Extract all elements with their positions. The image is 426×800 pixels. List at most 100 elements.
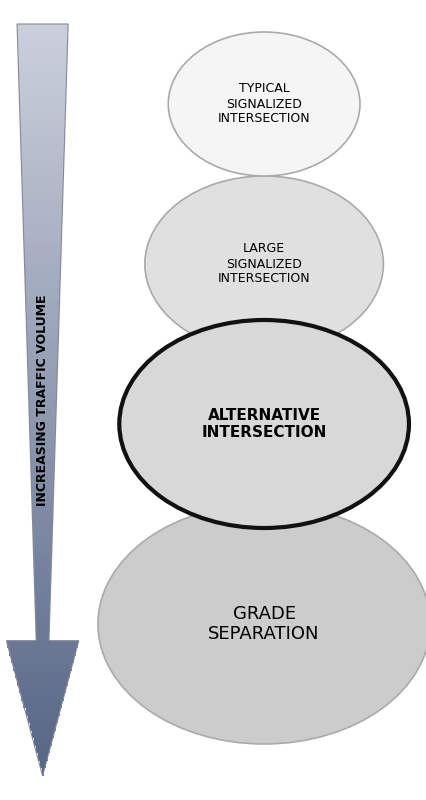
Polygon shape <box>21 159 64 167</box>
Polygon shape <box>20 686 66 694</box>
Polygon shape <box>23 701 62 708</box>
Polygon shape <box>36 633 49 641</box>
Polygon shape <box>35 603 50 610</box>
Polygon shape <box>35 610 50 618</box>
Polygon shape <box>32 490 54 498</box>
Polygon shape <box>20 106 66 114</box>
Polygon shape <box>22 174 63 182</box>
Polygon shape <box>24 250 61 257</box>
Polygon shape <box>20 130 65 137</box>
Polygon shape <box>18 54 67 62</box>
Polygon shape <box>33 528 52 535</box>
Polygon shape <box>33 543 52 550</box>
Polygon shape <box>25 287 60 294</box>
Polygon shape <box>34 558 52 566</box>
Polygon shape <box>32 482 54 490</box>
Polygon shape <box>19 84 66 92</box>
Polygon shape <box>28 370 57 378</box>
Polygon shape <box>28 716 58 723</box>
Polygon shape <box>12 656 74 663</box>
Polygon shape <box>25 272 60 280</box>
Polygon shape <box>17 31 68 39</box>
Polygon shape <box>34 550 52 558</box>
Polygon shape <box>32 520 53 528</box>
Polygon shape <box>29 385 57 393</box>
Polygon shape <box>20 114 65 122</box>
Text: LARGE
SIGNALIZED
INTERSECTION: LARGE SIGNALIZED INTERSECTION <box>218 242 311 286</box>
Polygon shape <box>19 77 66 84</box>
Polygon shape <box>36 618 49 626</box>
Polygon shape <box>36 626 49 633</box>
Polygon shape <box>35 588 51 595</box>
Polygon shape <box>26 310 59 318</box>
Ellipse shape <box>119 320 409 528</box>
Text: TYPICAL
SIGNALIZED
INTERSECTION: TYPICAL SIGNALIZED INTERSECTION <box>218 82 311 126</box>
Polygon shape <box>25 265 60 272</box>
Polygon shape <box>21 694 64 701</box>
Polygon shape <box>28 378 57 385</box>
Polygon shape <box>29 723 56 731</box>
Polygon shape <box>18 62 67 69</box>
Ellipse shape <box>98 504 426 744</box>
Polygon shape <box>26 318 59 325</box>
Polygon shape <box>23 205 63 212</box>
Polygon shape <box>29 407 56 415</box>
Polygon shape <box>9 648 76 656</box>
Polygon shape <box>30 430 55 438</box>
Polygon shape <box>35 746 50 754</box>
Polygon shape <box>31 453 55 460</box>
Polygon shape <box>24 242 61 250</box>
Polygon shape <box>20 99 66 106</box>
Polygon shape <box>32 731 54 738</box>
Polygon shape <box>35 595 50 603</box>
Polygon shape <box>27 340 58 347</box>
Polygon shape <box>28 362 58 370</box>
Polygon shape <box>32 513 53 520</box>
Polygon shape <box>34 738 52 746</box>
Polygon shape <box>18 46 67 54</box>
Polygon shape <box>29 393 57 400</box>
Polygon shape <box>19 69 66 77</box>
Polygon shape <box>20 122 65 130</box>
Polygon shape <box>26 325 59 332</box>
Polygon shape <box>40 761 46 769</box>
Polygon shape <box>32 498 53 506</box>
Ellipse shape <box>145 176 383 352</box>
Polygon shape <box>35 581 51 588</box>
Text: ALTERNATIVE
INTERSECTION: ALTERNATIVE INTERSECTION <box>201 408 327 440</box>
Polygon shape <box>7 641 78 648</box>
Ellipse shape <box>168 32 360 176</box>
Polygon shape <box>17 24 68 31</box>
Polygon shape <box>17 678 68 686</box>
Polygon shape <box>17 39 68 46</box>
Polygon shape <box>29 422 56 430</box>
Polygon shape <box>26 302 59 310</box>
Polygon shape <box>15 670 70 678</box>
Polygon shape <box>22 190 63 197</box>
Polygon shape <box>42 769 43 776</box>
Polygon shape <box>31 468 54 475</box>
Polygon shape <box>25 280 60 287</box>
Polygon shape <box>26 294 60 302</box>
Polygon shape <box>29 400 56 407</box>
Polygon shape <box>14 663 72 670</box>
Polygon shape <box>31 475 54 482</box>
Polygon shape <box>32 506 53 513</box>
Polygon shape <box>21 144 64 152</box>
Polygon shape <box>34 573 51 581</box>
Polygon shape <box>30 445 55 453</box>
Polygon shape <box>27 332 58 340</box>
Polygon shape <box>37 754 48 761</box>
Polygon shape <box>33 535 52 543</box>
Polygon shape <box>23 227 62 234</box>
Polygon shape <box>21 152 64 159</box>
Polygon shape <box>30 438 55 445</box>
Text: GRADE
SEPARATION: GRADE SEPARATION <box>208 605 320 643</box>
Polygon shape <box>23 219 62 227</box>
Polygon shape <box>21 137 64 144</box>
Polygon shape <box>27 347 58 355</box>
Polygon shape <box>29 415 56 422</box>
Text: INCREASING TRAFFIC VOLUME: INCREASING TRAFFIC VOLUME <box>36 294 49 506</box>
Polygon shape <box>19 92 66 99</box>
Polygon shape <box>27 355 58 362</box>
